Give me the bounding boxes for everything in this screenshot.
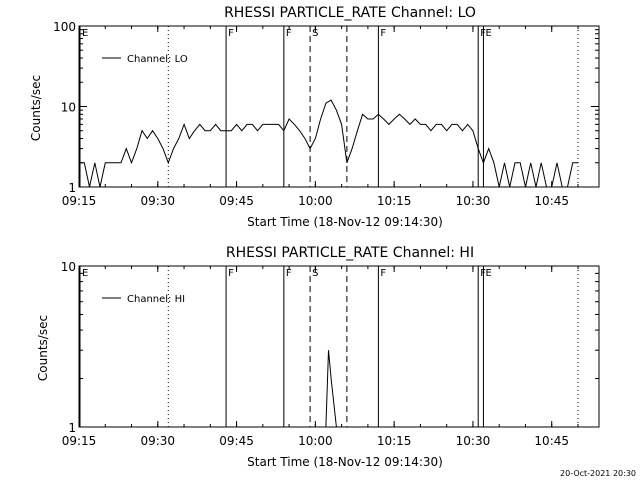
event-marker-label: S (312, 28, 318, 39)
x-axis: 09:15 09:30 09:45 10:00 10:15 10:30 10:45 (62, 266, 579, 448)
y-axis-label: Counts/sec (29, 75, 43, 141)
y-tick-label: 10 (61, 260, 76, 274)
event-marker-label: E (82, 268, 88, 279)
legend: Channel: HI (102, 294, 185, 305)
x-tick-label: 09:45 (219, 194, 254, 208)
y-tick-label: 100 (53, 20, 76, 34)
event-marker-label: F (228, 28, 234, 39)
series-line (79, 99, 578, 188)
x-tick-label: 09:15 (62, 434, 97, 448)
y-axis-label: Counts/sec (36, 315, 50, 381)
chart-title: RHESSI PARTICLE_RATE Channel: HI (226, 245, 474, 261)
event-marker-label: F (380, 28, 386, 39)
event-marker-label: E (82, 28, 88, 39)
event-marker-label: F (380, 268, 386, 279)
event-marker-label: F (286, 268, 292, 279)
event-marker-label: S (312, 268, 318, 279)
y-tick-label: 1 (68, 181, 76, 195)
plot-frame (78, 265, 600, 428)
event-marker-label: E (485, 28, 491, 39)
x-tick-label: 10:45 (534, 194, 569, 208)
x-tick-label: 10:30 (456, 434, 491, 448)
x-axis-label: Start Time (18-Nov-12 09:14:30) (247, 215, 443, 229)
y-tick-label: 10 (61, 101, 76, 115)
x-axis-label: Start Time (18-Nov-12 09:14:30) (247, 455, 443, 469)
chart-title: RHESSI PARTICLE_RATE Channel: LO (224, 5, 476, 21)
x-tick-label: 09:15 (62, 194, 97, 208)
footer-timestamp: 20-Oct-2021 20:30 (560, 469, 636, 478)
legend-label: Channel: LO (127, 54, 188, 65)
y-axis: 1 10 100 (53, 20, 599, 195)
x-tick-label: 09:30 (140, 434, 175, 448)
x-tick-label: 10:00 (298, 194, 333, 208)
x-tick-label: 10:45 (534, 434, 569, 448)
chart-panel-lo: RHESSI PARTICLE_RATE Channel: LO EFFSFFE… (29, 5, 600, 229)
y-tick-label: 1 (68, 421, 76, 435)
x-tick-label: 10:15 (377, 194, 412, 208)
plot-area: EFFSFFE (79, 266, 579, 428)
y-axis: 1 10 (61, 260, 599, 435)
series-line (325, 350, 337, 428)
x-axis: 09:15 09:30 09:45 10:00 10:15 10:30 10:45 (62, 26, 579, 208)
event-marker-label: F (286, 28, 292, 39)
x-tick-label: 10:15 (377, 434, 412, 448)
event-marker-label: E (485, 268, 491, 279)
x-tick-label: 10:00 (298, 434, 333, 448)
x-tick-label: 09:45 (219, 434, 254, 448)
legend-label: Channel: HI (127, 294, 185, 305)
plot-area: EFFSFFE (79, 26, 579, 188)
event-marker-label: F (228, 268, 234, 279)
x-tick-label: 09:30 (140, 194, 175, 208)
chart-panel-hi: RHESSI PARTICLE_RATE Channel: HI EFFSFFE… (36, 245, 600, 469)
x-tick-label: 10:30 (456, 194, 491, 208)
legend: Channel: LO (102, 54, 188, 65)
